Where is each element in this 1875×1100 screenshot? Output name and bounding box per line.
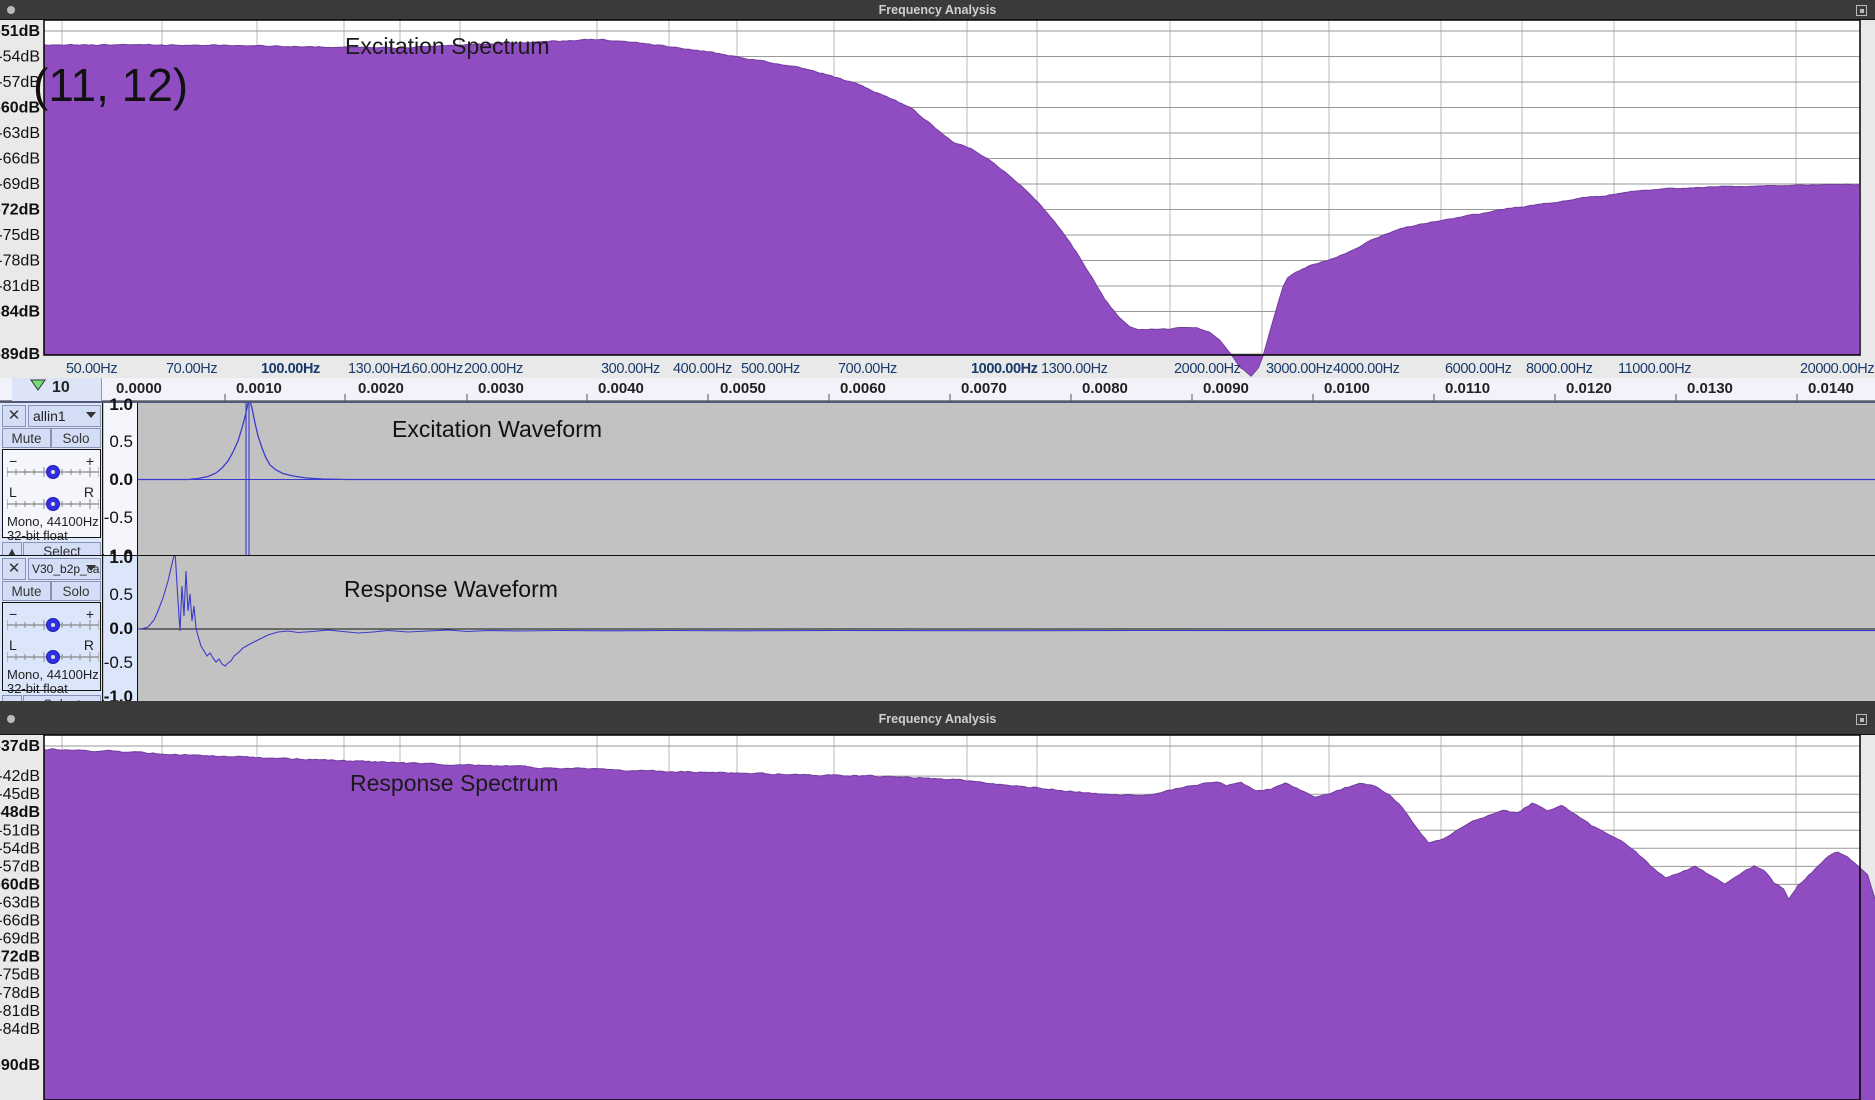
svg-text:-84dB: -84dB — [0, 304, 40, 321]
svg-text:1300.00Hz: 1300.00Hz — [1041, 361, 1108, 377]
svg-text:-51dB: -51dB — [0, 23, 40, 40]
svg-text:4000.00Hz: 4000.00Hz — [1333, 361, 1400, 377]
svg-text:(11, 12): (11, 12) — [33, 59, 188, 111]
svg-text:-42dB: -42dB — [0, 768, 40, 785]
svg-text:-75dB: -75dB — [0, 967, 40, 984]
svg-text:160.00Hz: 160.00Hz — [404, 361, 463, 377]
svg-text:11000.00Hz: 11000.00Hz — [1618, 361, 1691, 377]
svg-text:300.00Hz: 300.00Hz — [601, 361, 660, 377]
svg-text:-51dB: -51dB — [0, 822, 40, 839]
svg-text:3000.00Hz: 3000.00Hz — [1266, 361, 1333, 377]
svg-text:-78dB: -78dB — [0, 253, 40, 270]
svg-text:700.00Hz: 700.00Hz — [838, 361, 897, 377]
svg-text:-69dB: -69dB — [0, 931, 40, 948]
svg-text:400.00Hz: 400.00Hz — [673, 361, 732, 377]
svg-text:-54dB: -54dB — [0, 840, 40, 857]
svg-text:8000.00Hz: 8000.00Hz — [1526, 361, 1593, 377]
svg-text:6000.00Hz: 6000.00Hz — [1445, 361, 1512, 377]
svg-text:-37dB: -37dB — [0, 738, 40, 755]
svg-text:-66dB: -66dB — [0, 151, 40, 168]
svg-text:-63dB: -63dB — [0, 895, 40, 912]
svg-text:-48dB: -48dB — [0, 804, 40, 821]
svg-text:-72dB: -72dB — [0, 949, 40, 966]
svg-text:-60dB: -60dB — [0, 876, 40, 893]
svg-text:-66dB: -66dB — [0, 913, 40, 930]
svg-text:-78dB: -78dB — [0, 985, 40, 1002]
svg-text:200.00Hz: 200.00Hz — [464, 361, 523, 377]
svg-text:130.00Hz: 130.00Hz — [348, 361, 407, 377]
svg-text:-72dB: -72dB — [0, 202, 40, 219]
svg-text:-75dB: -75dB — [0, 227, 40, 244]
svg-text:1000.00Hz: 1000.00Hz — [971, 361, 1038, 377]
svg-text:Excitation Waveform: Excitation Waveform — [392, 416, 602, 442]
svg-text:Response Spectrum: Response Spectrum — [350, 770, 558, 796]
svg-text:50.00Hz: 50.00Hz — [66, 361, 117, 377]
svg-text:-57dB: -57dB — [0, 858, 40, 875]
svg-text:-81dB: -81dB — [0, 278, 40, 295]
svg-text:70.00Hz: 70.00Hz — [166, 361, 217, 377]
svg-text:500.00Hz: 500.00Hz — [741, 361, 800, 377]
svg-text:20000.00Hz: 20000.00Hz — [1800, 361, 1874, 377]
svg-text:2000.00Hz: 2000.00Hz — [1174, 361, 1241, 377]
svg-text:Excitation Spectrum: Excitation Spectrum — [345, 33, 550, 59]
svg-text:100.00Hz: 100.00Hz — [261, 361, 320, 377]
svg-text:Response Waveform: Response Waveform — [344, 576, 558, 602]
svg-text:-84dB: -84dB — [0, 1021, 40, 1038]
svg-text:-45dB: -45dB — [0, 786, 40, 803]
svg-text:-81dB: -81dB — [0, 1003, 40, 1020]
svg-text:-69dB: -69dB — [0, 176, 40, 193]
svg-text:-63dB: -63dB — [0, 125, 40, 142]
svg-text:-89dB: -89dB — [0, 346, 40, 363]
svg-text:-90dB: -90dB — [0, 1057, 40, 1074]
